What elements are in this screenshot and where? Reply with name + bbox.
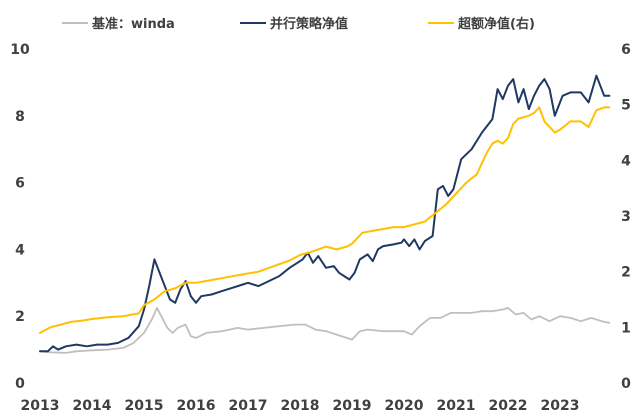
y-right-tick-label: 5 bbox=[621, 98, 631, 114]
y-right-tick-label: 4 bbox=[621, 153, 631, 169]
x-tick-label: 2017 bbox=[229, 398, 268, 414]
legend-label-benchmark: 基准：winda bbox=[91, 16, 175, 32]
y-left-tick-label: 0 bbox=[15, 376, 25, 392]
x-tick-label: 2019 bbox=[333, 398, 372, 414]
x-tick-label: 2020 bbox=[385, 398, 424, 414]
series-line-strategy bbox=[39, 74, 611, 353]
legend-label-excess: 超额净值(右) bbox=[458, 16, 535, 32]
x-tick-label: 2021 bbox=[437, 398, 476, 414]
series-layer bbox=[39, 74, 611, 354]
y-left-tick-label: 10 bbox=[10, 42, 30, 58]
legend-label-strategy: 并行策略净值 bbox=[270, 16, 348, 32]
y-left-tick-label: 6 bbox=[15, 176, 25, 192]
x-tick-label: 2015 bbox=[125, 398, 164, 414]
x-tick-label: 2016 bbox=[177, 398, 216, 414]
x-tick-label: 2023 bbox=[541, 398, 580, 414]
x-tick-label: 2013 bbox=[21, 398, 60, 414]
y-left-tick-label: 4 bbox=[15, 242, 25, 258]
x-tick-label: 2022 bbox=[489, 398, 528, 414]
x-tick-label: 2014 bbox=[73, 398, 112, 414]
legend: 基准：winda 并行策略净值 超额净值(右) bbox=[62, 16, 535, 32]
y-left-tick-label: 8 bbox=[15, 109, 25, 125]
y-left-tick-label: 2 bbox=[15, 309, 25, 325]
x-tick-label: 2018 bbox=[281, 398, 320, 414]
series-line-benchmark bbox=[39, 306, 611, 354]
y-right-tick-label: 2 bbox=[621, 265, 631, 281]
axes: 0 2 4 6 8 10 0 1 2 3 4 5 6 2013 2014 2015 2016 2017 2018 20… bbox=[10, 42, 631, 414]
series-line-excess bbox=[39, 106, 611, 334]
y-right-tick-label: 0 bbox=[621, 376, 631, 392]
y-right-tick-label: 1 bbox=[621, 320, 631, 336]
y-right-tick-label: 3 bbox=[621, 209, 631, 225]
y-right-tick-label: 6 bbox=[621, 42, 631, 58]
